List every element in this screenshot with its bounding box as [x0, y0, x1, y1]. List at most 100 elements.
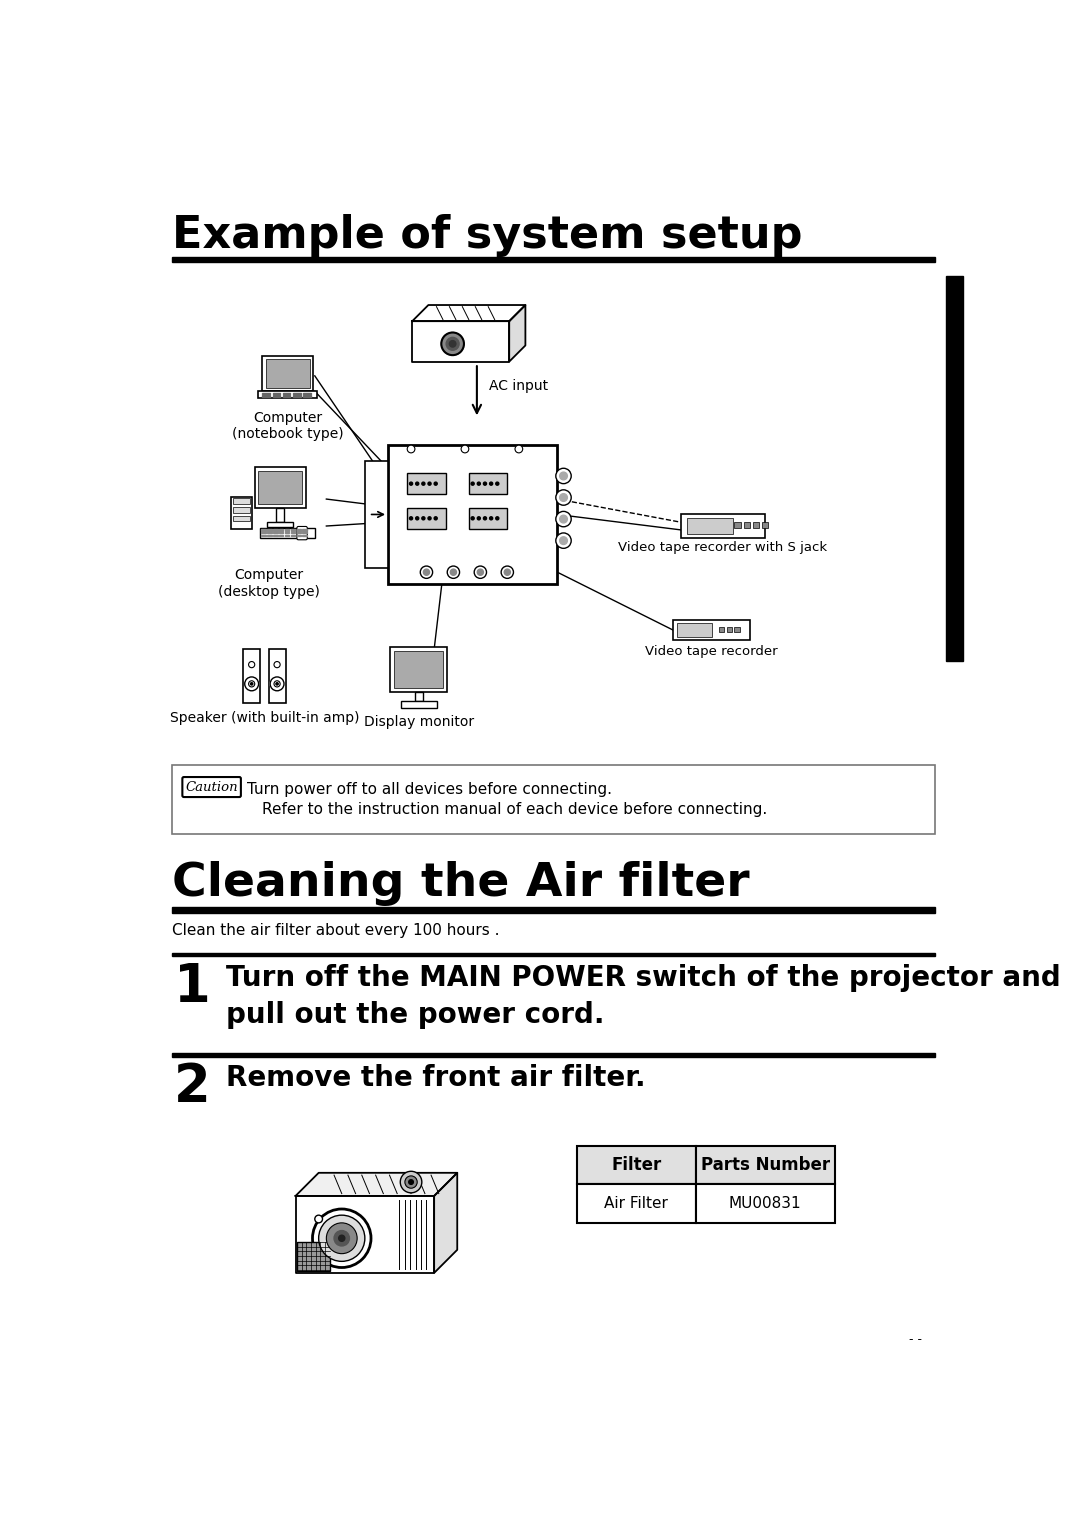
Polygon shape [296, 1174, 457, 1196]
Bar [719, 626, 725, 633]
Circle shape [446, 338, 459, 350]
Bar [232, 498, 251, 504]
Text: MU00831: MU00831 [729, 1196, 801, 1212]
Circle shape [489, 483, 492, 486]
Circle shape [312, 1209, 372, 1268]
Circle shape [559, 536, 567, 544]
Text: Video tape recorder: Video tape recorder [645, 645, 778, 659]
Circle shape [434, 516, 437, 520]
Bar [388, 445, 557, 584]
Bar [258, 471, 302, 504]
Text: 1: 1 [174, 961, 211, 1013]
Circle shape [275, 683, 279, 685]
Bar [279, 532, 283, 533]
Bar [232, 515, 251, 521]
Bar [273, 535, 278, 536]
Polygon shape [413, 306, 525, 321]
Bar [231, 497, 252, 530]
Circle shape [409, 516, 413, 520]
Text: Cleaning the Air filter: Cleaning the Air filter [173, 860, 750, 906]
Bar [261, 529, 266, 530]
Circle shape [556, 468, 571, 484]
Circle shape [484, 516, 486, 520]
Circle shape [477, 516, 481, 520]
Circle shape [270, 677, 284, 691]
Bar [302, 535, 307, 536]
Bar [173, 953, 934, 957]
Bar [297, 535, 301, 536]
Circle shape [409, 483, 413, 486]
Bar [293, 393, 300, 394]
Text: Filter: Filter [611, 1157, 661, 1174]
Circle shape [515, 445, 523, 452]
Text: Display monitor: Display monitor [364, 715, 474, 729]
Circle shape [428, 516, 431, 520]
Bar [394, 651, 443, 688]
Circle shape [326, 1222, 357, 1253]
Circle shape [559, 494, 567, 501]
Polygon shape [296, 1196, 434, 1273]
Bar [577, 1146, 696, 1184]
Circle shape [408, 1180, 414, 1184]
Circle shape [442, 333, 464, 354]
Circle shape [477, 483, 481, 486]
Circle shape [474, 565, 486, 579]
Bar [268, 529, 272, 530]
Bar [297, 1242, 330, 1271]
Circle shape [422, 516, 424, 520]
Bar [262, 396, 270, 397]
Circle shape [434, 483, 437, 486]
Text: Remove the front air filter.: Remove the front air filter. [226, 1063, 646, 1093]
Bar [673, 620, 750, 640]
Bar [272, 396, 280, 397]
Bar [268, 532, 272, 533]
Circle shape [251, 683, 253, 685]
Bar [243, 649, 260, 703]
Bar [727, 626, 732, 633]
Bar [173, 764, 934, 834]
Text: Turn off the MAIN POWER switch of the projector and
pull out the power cord.: Turn off the MAIN POWER switch of the pr… [226, 964, 1061, 1028]
Bar [303, 396, 311, 397]
Bar [268, 535, 272, 536]
FancyBboxPatch shape [183, 778, 241, 798]
Circle shape [314, 1215, 323, 1222]
Circle shape [501, 565, 513, 579]
Circle shape [416, 516, 419, 520]
Bar [285, 532, 289, 533]
Circle shape [489, 516, 492, 520]
Bar [407, 472, 446, 495]
Bar [279, 529, 283, 530]
Bar [415, 692, 422, 701]
Bar [232, 507, 251, 513]
Bar [285, 529, 289, 530]
Circle shape [319, 1215, 365, 1261]
Bar [261, 535, 266, 536]
Bar [753, 523, 759, 529]
Bar [365, 460, 388, 568]
Circle shape [428, 483, 431, 486]
Circle shape [556, 490, 571, 506]
Circle shape [420, 565, 433, 579]
Circle shape [245, 677, 258, 691]
Text: 2: 2 [174, 1060, 211, 1114]
Bar [283, 393, 291, 394]
Bar [680, 515, 766, 538]
Circle shape [477, 568, 484, 575]
Circle shape [407, 445, 415, 452]
Bar [291, 529, 295, 530]
Bar [266, 359, 310, 388]
Bar [255, 468, 306, 507]
Bar [267, 523, 294, 527]
Circle shape [450, 568, 457, 575]
Circle shape [423, 568, 430, 575]
Bar [687, 518, 733, 533]
Circle shape [449, 341, 456, 347]
Bar [297, 529, 301, 530]
Bar [734, 626, 740, 633]
Bar [303, 393, 311, 394]
Polygon shape [413, 321, 510, 362]
FancyBboxPatch shape [297, 527, 308, 539]
Bar [262, 356, 313, 391]
Bar [258, 391, 318, 397]
Bar [946, 275, 963, 660]
